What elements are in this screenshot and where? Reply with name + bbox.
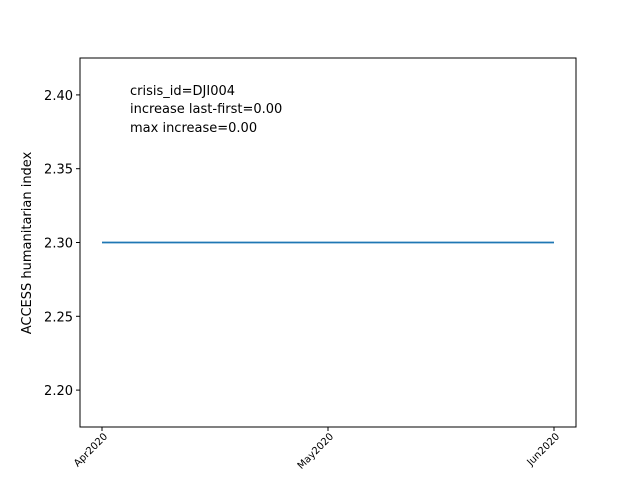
x-tick-label: Jun2020 <box>525 431 563 469</box>
y-tick-label: 2.40 <box>44 89 73 104</box>
y-tick-label: 2.25 <box>44 310 73 325</box>
x-axis: Apr2020 May2020 Jun2020 <box>72 427 562 472</box>
annotation-box: crisis_id=DJI004 increase last-first=0.0… <box>130 84 282 136</box>
annotation-increase-last-first: increase last-first=0.00 <box>130 102 282 117</box>
y-axis: 2.20 2.25 2.30 2.35 2.40 <box>44 89 80 399</box>
y-tick-label: 2.35 <box>44 163 73 178</box>
y-tick-label: 2.20 <box>44 384 73 399</box>
x-tick-label: May2020 <box>296 431 336 471</box>
y-tick-label: 2.30 <box>44 237 73 252</box>
y-axis-label: ACCESS humanitarian index <box>20 151 35 334</box>
annotation-max-increase: max increase=0.00 <box>130 121 257 136</box>
annotation-crisis-id: crisis_id=DJI004 <box>130 84 235 99</box>
x-tick-label: Apr2020 <box>72 431 110 469</box>
